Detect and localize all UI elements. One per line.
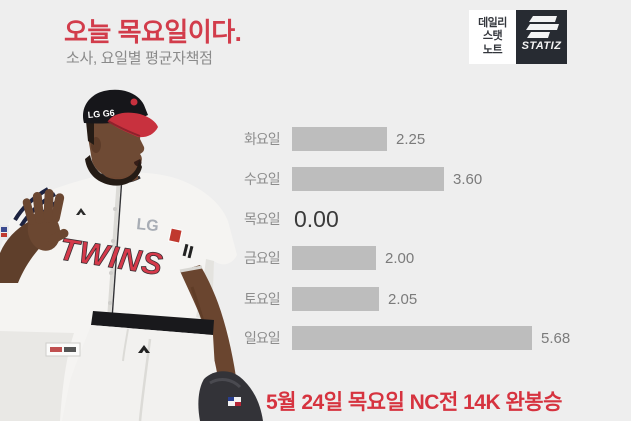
player-belt <box>91 311 214 335</box>
bar <box>292 167 444 191</box>
value-label: 3.60 <box>453 170 483 188</box>
bar <box>292 287 379 311</box>
player-photo: LG TWINS LG G6 <box>0 89 263 421</box>
day-label: 토요일 <box>244 291 281 307</box>
value-label: 2.00 <box>385 249 415 267</box>
player-glove <box>198 371 263 421</box>
bar <box>292 326 532 350</box>
player-cap-bill <box>108 112 158 138</box>
statiz-label: STATIZ <box>521 40 562 52</box>
bar-row: 화요일 2.25 <box>244 127 425 151</box>
day-label: 화요일 <box>244 131 281 147</box>
statiz-logo: STATIZ <box>516 10 567 64</box>
bar-row: 수요일 3.60 <box>244 167 482 191</box>
page-title: 오늘 목요일이다. <box>64 17 242 47</box>
player-pants <box>62 325 218 421</box>
bar-row: 금요일 2.00 <box>244 246 414 270</box>
chest-lg-logo: LG <box>136 216 160 235</box>
bar <box>292 127 387 151</box>
day-label: 일요일 <box>244 330 281 346</box>
day-label: 금요일 <box>244 250 281 266</box>
daily-logo-line1: 데일리 <box>478 16 507 29</box>
value-label: 2.25 <box>396 130 426 148</box>
player-beard <box>85 155 142 186</box>
footnote: 5월 24일 목요일 NC전 14K 완봉승 <box>266 391 562 414</box>
day-label: 수요일 <box>244 171 281 187</box>
statiz-flag-icon <box>526 16 559 38</box>
bar <box>292 246 376 270</box>
day-label: 목요일 <box>244 211 281 227</box>
daily-logo-line2: 스탯 <box>482 30 503 43</box>
player-hand <box>22 189 69 251</box>
value-label: 2.05 <box>388 290 418 308</box>
daily-stat-note-logo: 데일리 스탯 노트 <box>469 10 516 64</box>
value-label: 0.00 <box>294 205 339 232</box>
page-subtitle: 소사, 요일별 평균자책점 <box>66 50 213 67</box>
bar-row: 토요일 2.05 <box>244 287 417 311</box>
bar-row: 목요일 0.00 <box>244 205 339 232</box>
value-label: 5.68 <box>541 329 571 347</box>
daily-logo-line3: 노트 <box>482 43 503 56</box>
cap-lg-text: LG G6 <box>87 108 115 120</box>
bar-row: 일요일 5.68 <box>244 326 570 350</box>
